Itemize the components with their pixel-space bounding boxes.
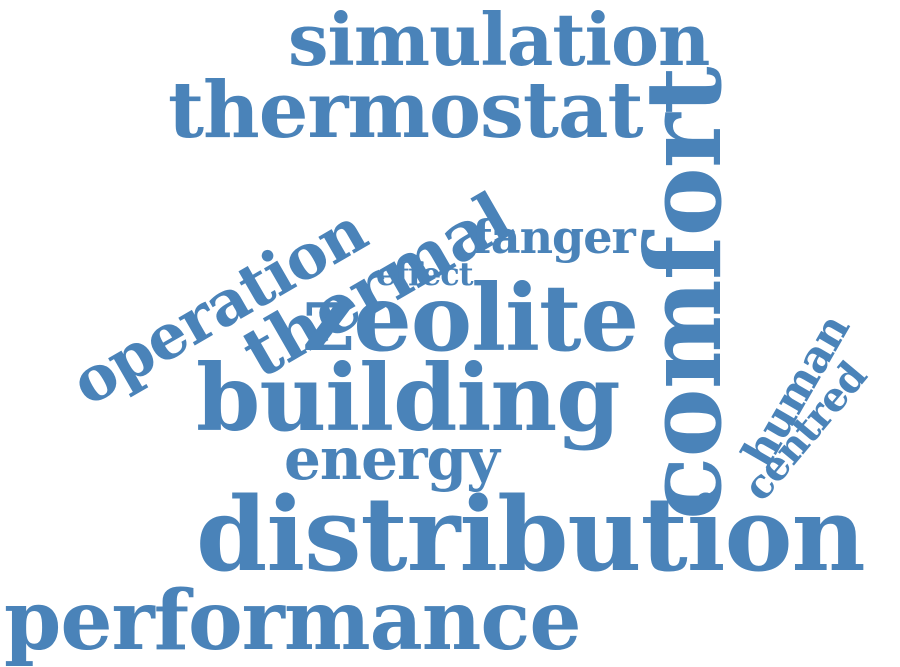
word-thermostat: thermostat (168, 65, 644, 156)
word-comfort: comfort (622, 67, 745, 520)
word-distribution: distribution (196, 475, 866, 595)
word-energy: energy (284, 425, 500, 493)
word-performance: performance (4, 573, 581, 667)
word-fanger: fanger (472, 210, 636, 264)
word-building: building (196, 344, 621, 452)
word-effect: effect (376, 255, 474, 293)
word-zeolite: zeolite (302, 264, 639, 372)
word-simulation: simulation (288, 0, 710, 82)
